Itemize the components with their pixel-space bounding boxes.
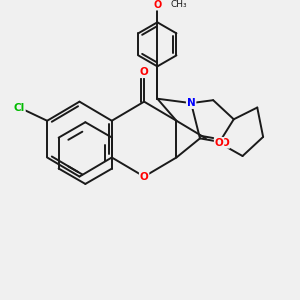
Text: O: O: [140, 67, 148, 77]
Text: O: O: [140, 172, 148, 182]
Text: O: O: [220, 138, 229, 148]
Text: CH₃: CH₃: [171, 0, 187, 9]
Text: Cl: Cl: [14, 103, 25, 112]
Text: N: N: [187, 98, 196, 108]
Text: O: O: [153, 0, 161, 10]
Text: O: O: [215, 138, 224, 148]
